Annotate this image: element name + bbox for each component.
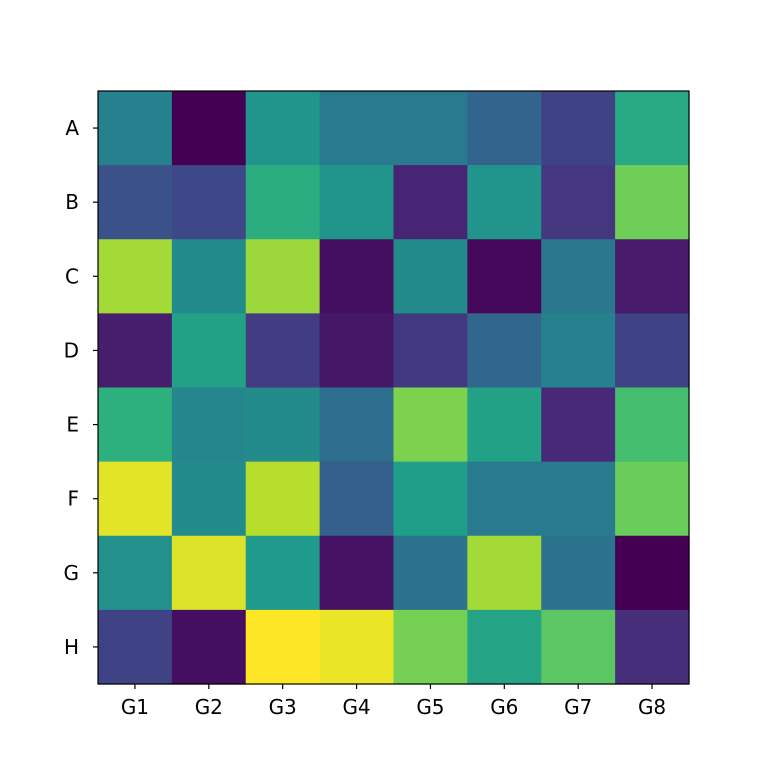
heatmap-cell-F-G3 [245,461,321,537]
x-tick-label: G2 [195,695,223,719]
y-tick-label: D [64,338,79,362]
x-tick-label: G5 [416,695,444,719]
heatmap-cell-A-G7 [541,91,616,166]
heatmap-cell-A-G1 [98,91,173,166]
heatmap-cell-A-G4 [319,91,395,166]
heatmap-cell-G-G3 [245,535,321,611]
x-tick-label: G1 [121,695,149,719]
heatmap-cell-G-G5 [393,535,468,611]
y-tick-label: F [67,487,79,511]
heatmap-cell-A-G2 [171,91,247,166]
y-tick-label: G [64,561,80,585]
heatmap-cell-B-G2 [171,165,247,240]
heatmap-cell-E-G8 [615,387,690,463]
heatmap-cell-C-G1 [98,239,173,314]
heatmap-cell-A-G6 [467,91,542,166]
heatmap-cell-D-G7 [541,313,616,389]
heatmap-cell-B-G3 [245,165,321,240]
heatmap-cell-B-G5 [393,165,468,240]
y-tick-label: E [66,413,79,437]
heatmap-cell-C-G4 [319,239,395,314]
heatmap-cell-F-G4 [319,461,395,537]
heatmap-cell-G-G2 [171,535,247,611]
heatmap-cell-A-G3 [245,91,321,166]
heatmap-cell-D-G5 [393,313,468,389]
heatmap-cell-E-G6 [467,387,542,463]
y-axis: A B C D E F G H [64,116,98,659]
heatmap-cell-G-G1 [98,535,173,611]
x-tick-label: G3 [269,695,297,719]
heatmap-cell-E-G3 [245,387,321,463]
heatmap-cell-A-G8 [615,91,690,166]
heatmap-cell-H-G4 [319,609,395,685]
heatmap-cell-C-G2 [171,239,247,314]
heatmap-cell-D-G1 [98,313,173,389]
heatmap-cell-D-G4 [319,313,395,389]
y-tick-label: H [64,635,79,659]
heatmap-cell-B-G7 [541,165,616,240]
heatmap-cell-A-G5 [393,91,468,166]
y-tick-label: A [65,116,79,140]
x-tick-label: G4 [342,695,370,719]
x-tick-label: G7 [564,695,592,719]
heatmap-cell-G-G7 [541,535,616,611]
x-axis: G1 G2 G3 G4 G5 G6 G7 G8 [121,684,666,719]
heatmap-cells [98,91,690,685]
heatmap-cell-C-G8 [615,239,690,314]
heatmap-cell-H-G1 [98,609,173,685]
heatmap-cell-F-G6 [467,461,542,537]
heatmap-cell-F-G5 [393,461,468,537]
heatmap-cell-D-G3 [245,313,321,389]
heatmap-cell-B-G6 [467,165,542,240]
y-tick-label: B [65,190,79,214]
heatmap-cell-C-G5 [393,239,468,314]
heatmap-cell-E-G1 [98,387,173,463]
heatmap-cell-B-G8 [615,165,690,240]
x-tick-label: G6 [490,695,518,719]
heatmap-cell-C-G7 [541,239,616,314]
heatmap-cell-E-G7 [541,387,616,463]
heatmap-cell-B-G1 [98,165,173,240]
x-tick-label: G8 [638,695,666,719]
heatmap-cell-D-G6 [467,313,542,389]
y-tick-label: C [65,264,79,288]
heatmap-cell-D-G2 [171,313,247,389]
heatmap-cell-F-G8 [615,461,690,537]
heatmap-cell-H-G7 [541,609,616,685]
heatmap-cell-C-G6 [467,239,542,314]
heatmap-cell-G-G6 [467,535,542,611]
heatmap-cell-B-G4 [319,165,395,240]
heatmap-cell-E-G4 [319,387,395,463]
heatmap-cell-H-G8 [615,609,690,685]
heatmap-cell-G-G8 [615,535,690,611]
heatmap-cell-F-G2 [171,461,247,537]
heatmap-cell-H-G2 [171,609,247,685]
heatmap-cell-E-G2 [171,387,247,463]
heatmap-cell-E-G5 [393,387,468,463]
heatmap-cell-H-G5 [393,609,468,685]
heatmap-cell-H-G6 [467,609,542,685]
heatmap-cell-F-G7 [541,461,616,537]
plot-frame [97,90,690,685]
heatmap-cell-F-G1 [98,461,173,537]
heatmap-cell-D-G8 [615,313,690,389]
heatmap-cell-C-G3 [245,239,321,314]
heatmap-cell-G-G4 [319,535,395,611]
heatmap-cell-H-G3 [245,609,321,685]
